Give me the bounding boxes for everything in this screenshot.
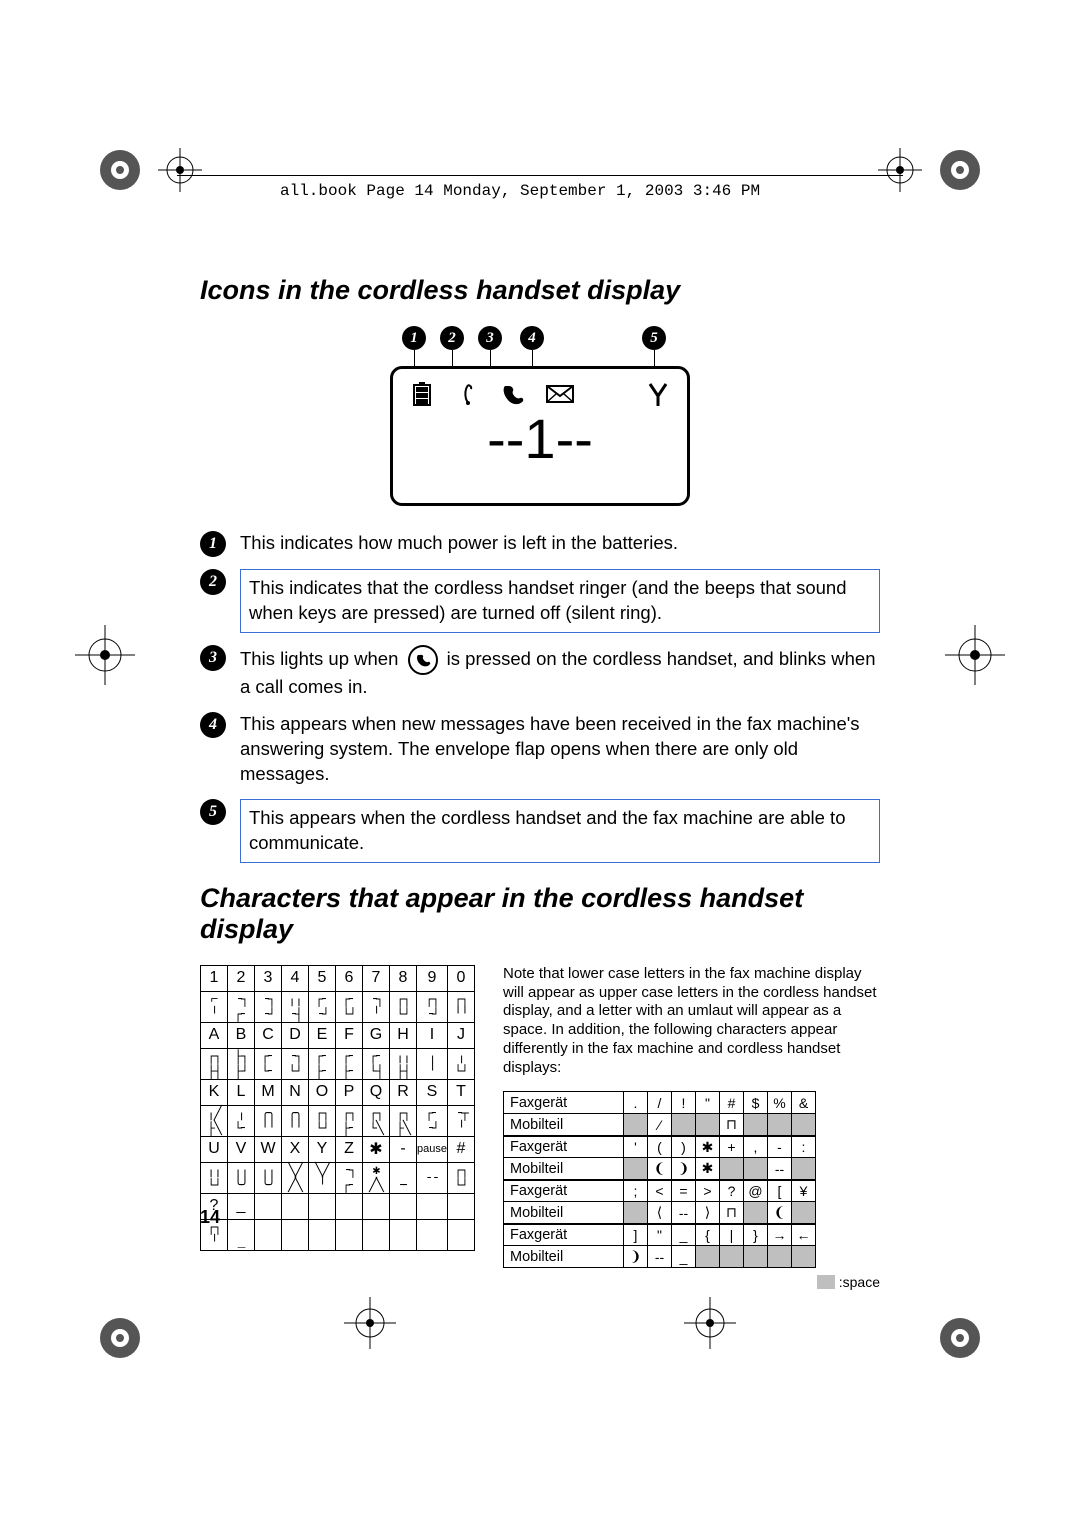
page-number: 14 <box>200 1207 220 1228</box>
silent-icon <box>453 379 483 409</box>
char-table: 1234567890 ⌐╵╶┐┌╴╶┐╶┘╷╷╶┤┌╴╶┘┌╴└┘╶┐ ╵┌┐└… <box>200 965 475 1251</box>
legend-row-5: 5 This appears when the cordless handset… <box>200 799 880 863</box>
header-rule <box>177 175 903 176</box>
note-text: Note that lower case letters in the fax … <box>503 965 880 1078</box>
diff-table: Faxgerät ./!"#$%& Mobilteil ⁄⊓ Faxgerät … <box>503 1091 816 1268</box>
callout-2: 2 <box>440 326 464 368</box>
section-title-chars: Characters that appear in the cordless h… <box>200 883 880 945</box>
callout-3: 3 <box>478 326 502 368</box>
reg-mark-br <box>930 1308 990 1368</box>
callout-4: 4 <box>520 326 544 368</box>
space-legend: :space <box>503 1274 880 1290</box>
phone-icon <box>499 379 529 409</box>
icon-legend: 1 This indicates how much power is left … <box>200 531 880 863</box>
antenna-icon <box>643 379 673 409</box>
callout-5: 5 <box>642 326 666 368</box>
envelope-icon <box>545 379 575 409</box>
reg-mark-bl <box>90 1308 150 1368</box>
handset-display: --1-- <box>390 366 690 506</box>
legend-row-4: 4 This appears when new messages have be… <box>200 712 880 787</box>
crosshair-bottom-1 <box>340 1293 400 1353</box>
display-main-text: --1-- <box>393 411 687 467</box>
crosshair-left <box>70 620 140 690</box>
talk-button-icon <box>408 645 438 675</box>
crosshair-bottom-2 <box>680 1293 740 1353</box>
legend-row-2: 2 This indicates that the cordless hands… <box>200 569 880 633</box>
section-title-icons: Icons in the cordless handset display <box>200 275 880 306</box>
legend-row-1: 1 This indicates how much power is left … <box>200 531 880 557</box>
callout-1: 1 <box>402 326 426 368</box>
battery-icon <box>407 379 437 409</box>
legend-row-3: 3 This lights up when is pressed on the … <box>200 645 880 700</box>
header-meta: all.book Page 14 Monday, September 1, 20… <box>280 182 760 200</box>
crosshair-right <box>940 620 1010 690</box>
